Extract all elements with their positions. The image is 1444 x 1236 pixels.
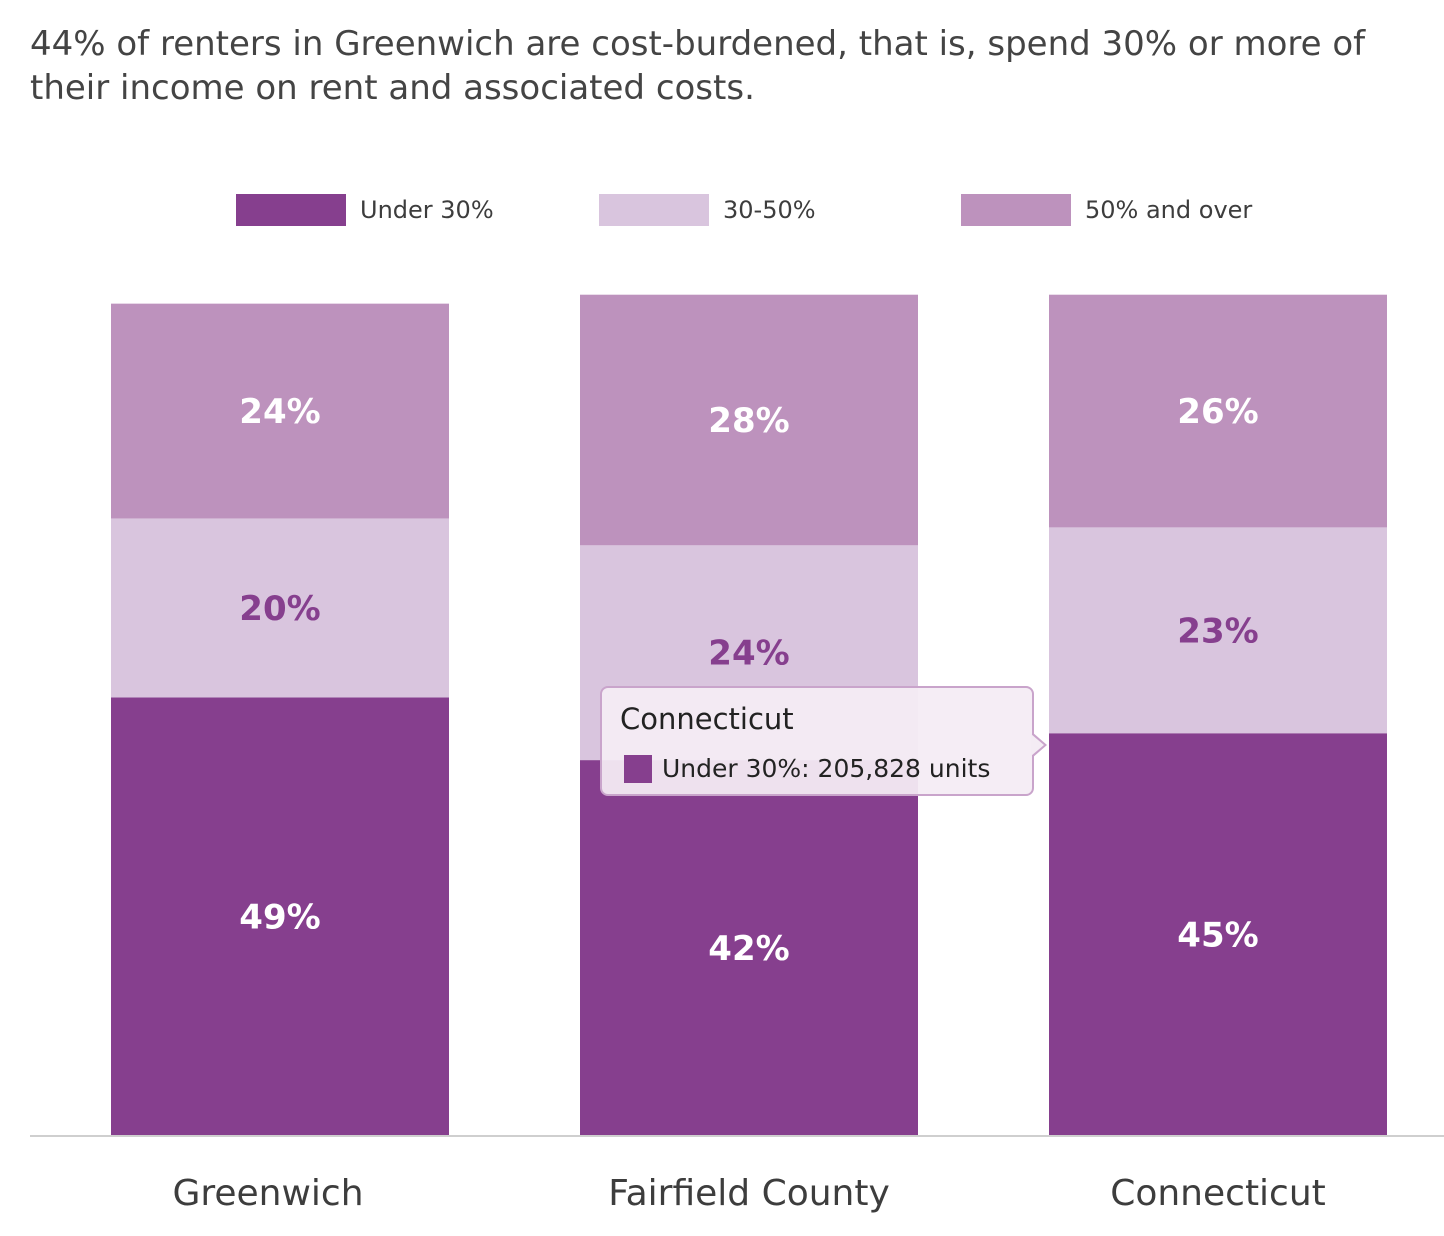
legend-label-50-and-over: 50% and over (1085, 196, 1253, 224)
data-label-connecticut-0: 45% (1177, 916, 1258, 956)
tooltip-value-text: Under 30%: 205,828 units (662, 754, 991, 783)
bars-group: 49% 20% 24% 42% 24% 28% 45% 23% 26% (111, 294, 1387, 1136)
bar-segment-fairfield-county-2[interactable] (580, 294, 918, 546)
tooltip-title: Connecticut (620, 702, 794, 736)
bar-segment-connecticut-1[interactable] (1049, 527, 1387, 734)
x-tick-label-connecticut: Connecticut (1110, 1173, 1326, 1214)
legend-swatch-50-and-over (961, 194, 1071, 226)
data-label-fairfield-county-1: 24% (708, 634, 789, 674)
bar-segment-greenwich-0[interactable] (111, 697, 449, 1136)
chart-title: 44% of renters in Greenwich are cost-bur… (30, 24, 1366, 108)
legend-item-30-50[interactable]: 30-50% (599, 190, 816, 230)
legend: Under 30% 30-50% 50% and over (0, 190, 1444, 230)
data-label-connecticut-2: 26% (1177, 392, 1258, 432)
legend-swatch-30-50 (599, 194, 709, 226)
legend-label-30-50: 30-50% (723, 196, 816, 224)
tooltip-swatch (624, 754, 652, 783)
legend-swatch-under-30 (236, 194, 346, 226)
data-label-connecticut-1: 23% (1177, 611, 1258, 651)
x-tick-label-fairfield-county: Fairfield County (608, 1173, 890, 1214)
bar-segment-fairfield-county-0[interactable] (580, 760, 918, 1136)
data-label-fairfield-county-2: 28% (708, 401, 789, 441)
x-axis-labels: Greenwich Fairfield County Connecticut (172, 1173, 1325, 1214)
bar-segment-connecticut-0[interactable] (1049, 733, 1387, 1136)
data-label-greenwich-2: 24% (239, 392, 320, 432)
bar-segment-greenwich-1[interactable] (111, 518, 449, 698)
data-label-fairfield-county-0: 42% (708, 929, 789, 969)
legend-item-under-30[interactable]: Under 30% (236, 190, 494, 230)
legend-item-50-and-over[interactable]: 50% and over (961, 190, 1252, 230)
tooltip-row: Under 30%: 205,828 units (624, 754, 990, 783)
bar-segment-connecticut-2[interactable] (1049, 294, 1387, 528)
legend-label-under-30: Under 30% (360, 196, 494, 224)
bar-segment-greenwich-2[interactable] (111, 303, 449, 519)
data-label-greenwich-1: 20% (239, 589, 320, 629)
x-tick-label-greenwich: Greenwich (172, 1173, 363, 1214)
data-label-greenwich-0: 49% (239, 898, 320, 938)
tooltip: Connecticut Under 30%: 205,828 units (600, 686, 1047, 796)
